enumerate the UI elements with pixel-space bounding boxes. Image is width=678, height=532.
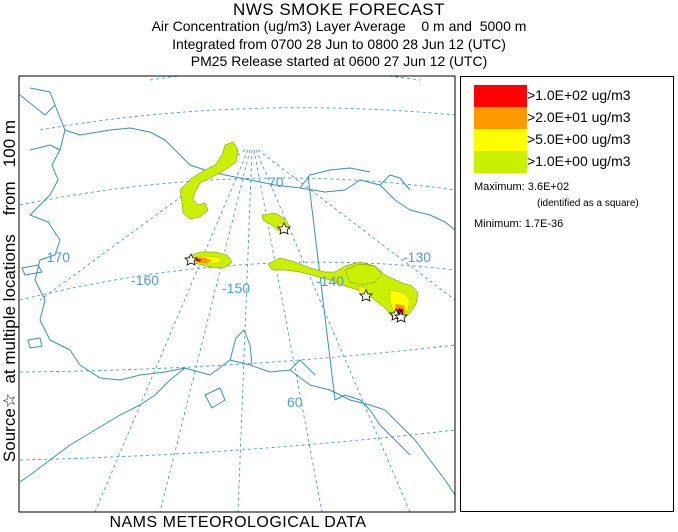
legend-swatch-3 — [474, 129, 527, 151]
forecast-title: NWS SMOKE FORECAST — [232, 0, 446, 19]
aleutian-peninsula — [19, 367, 186, 483]
arctic-coast — [19, 87, 455, 231]
legend-row-1: >1.0E+02 ug/m3 — [474, 85, 670, 107]
maximum-square-icon — [397, 309, 403, 315]
latitude-line-60 — [19, 344, 455, 373]
lon-label-130: -130 — [403, 249, 431, 265]
forecast-subtitle-period: Integrated from 0700 28 Jun to 0800 28 J… — [172, 36, 506, 52]
st-lawrence-island — [21, 264, 43, 276]
coastlines — [19, 87, 455, 496]
meridian-line-140 — [253, 149, 323, 512]
legend-minimum: Minimum: 1.7E-36 — [474, 218, 564, 230]
latitude-line-70 — [19, 177, 455, 206]
grid-labels: -170 -160 -150 -140 -130 70 60 — [42, 174, 431, 410]
seward-peninsula — [29, 144, 61, 151]
forecast-subtitle-release: PM25 Release started at 0600 27 Jun 12 (… — [190, 53, 488, 69]
meridian-line-150 — [237, 149, 253, 512]
legend-maximum: Maximum: 3.6E+02 — [474, 181, 570, 193]
lat-label-60: 60 — [287, 394, 303, 410]
gulf-coast — [289, 359, 316, 376]
legend-label-2: >2.0E+01 ug/m3 — [527, 109, 631, 125]
forecast-subtitle-layer: Air Concentration (ug/m3) Layer Average … — [151, 18, 527, 34]
map-frame — [18, 75, 456, 513]
cook-inlet — [229, 329, 253, 366]
latitude-line-75 — [39, 107, 455, 131]
legend-swatch-4 — [474, 151, 527, 173]
legend-label-4: >1.0E+00 ug/m3 — [527, 153, 631, 169]
meridian-line-160 — [159, 149, 251, 512]
source-star-icon — [277, 222, 291, 235]
source-star-icon — [394, 310, 408, 323]
nunivak-island — [27, 337, 43, 349]
southeast-border — [334, 394, 411, 456]
lat-label-70: 70 — [268, 174, 284, 190]
lon-label-140: -140 — [316, 273, 344, 289]
legend-row-3: >5.0E+00 ug/m3 — [474, 129, 670, 151]
source-star-icon — [184, 253, 198, 266]
plume-east-lobe — [344, 263, 383, 286]
plume-level-1 — [179, 141, 419, 321]
graticule — [19, 76, 455, 512]
canada-arctic-coast — [299, 167, 411, 191]
lon-label-160: -160 — [131, 272, 159, 288]
legend-maximum-note: (identified as a square) — [537, 198, 639, 209]
legend-swatch-2 — [474, 107, 527, 129]
legend-row-4: >1.0E+00 ug/m3 — [474, 151, 670, 173]
plume-north — [179, 141, 239, 220]
western-coast — [29, 129, 455, 496]
lon-label-150: -150 — [222, 280, 250, 296]
source-markers — [184, 222, 408, 323]
source-star-icon — [359, 289, 373, 302]
legend-label-1: >1.0E+02 ug/m3 — [527, 87, 631, 103]
legend-swatch-1 — [474, 85, 527, 107]
alaska-canada-border — [307, 175, 336, 401]
meridian-line-120 — [257, 149, 455, 301]
latitude-line-55 — [19, 429, 455, 461]
legend: >1.0E+02 ug/m3 >2.0E+01 ug/m3 >5.0E+00 u… — [460, 76, 674, 512]
kodiak-island — [204, 387, 226, 409]
legend-label-3: >5.0E+00 ug/m3 — [527, 131, 631, 147]
lon-label-170: -170 — [42, 249, 70, 265]
legend-row-2: >2.0E+01 ug/m3 — [474, 107, 670, 129]
latitude-line-65 — [19, 261, 455, 301]
plume-west-peak — [196, 259, 201, 262]
meteorological-data-label: NAMS METEOROLOGICAL DATA — [109, 514, 367, 531]
